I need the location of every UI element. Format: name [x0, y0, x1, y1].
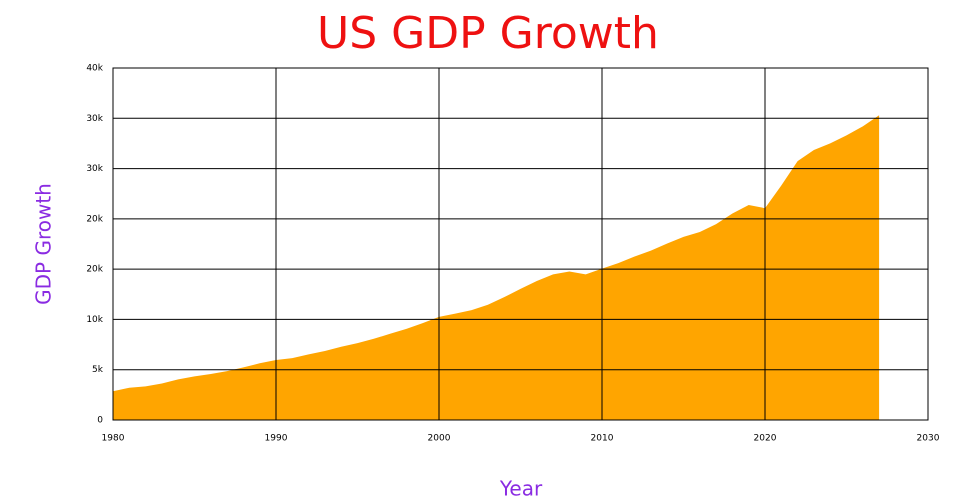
y-tick-label: 0 [97, 416, 103, 426]
x-tick-label: 1990 [265, 434, 288, 444]
area [113, 115, 880, 421]
chart-title: US GDP Growth [317, 8, 659, 59]
x-tick-label: 1980 [102, 434, 125, 444]
x-axis-label: Year [499, 477, 543, 500]
y-tick-label: 20k [86, 214, 103, 224]
y-tick-label: 5k [92, 365, 104, 375]
plot-border [112, 67, 929, 421]
y-tick-label: 30k [86, 114, 103, 124]
y-tick-label: 40k [86, 64, 103, 74]
x-tick-label: 2030 [917, 434, 940, 444]
y-tick-label: 10k [86, 315, 103, 325]
y-axis-label: GDP Growth [32, 183, 56, 305]
x-tick-label: 2010 [591, 434, 614, 444]
y-tick-label: 20k [86, 265, 103, 275]
x-tick-label: 2020 [754, 434, 777, 444]
x-tick-label: 2000 [428, 434, 451, 444]
y-tick-label: 30k [86, 164, 103, 174]
